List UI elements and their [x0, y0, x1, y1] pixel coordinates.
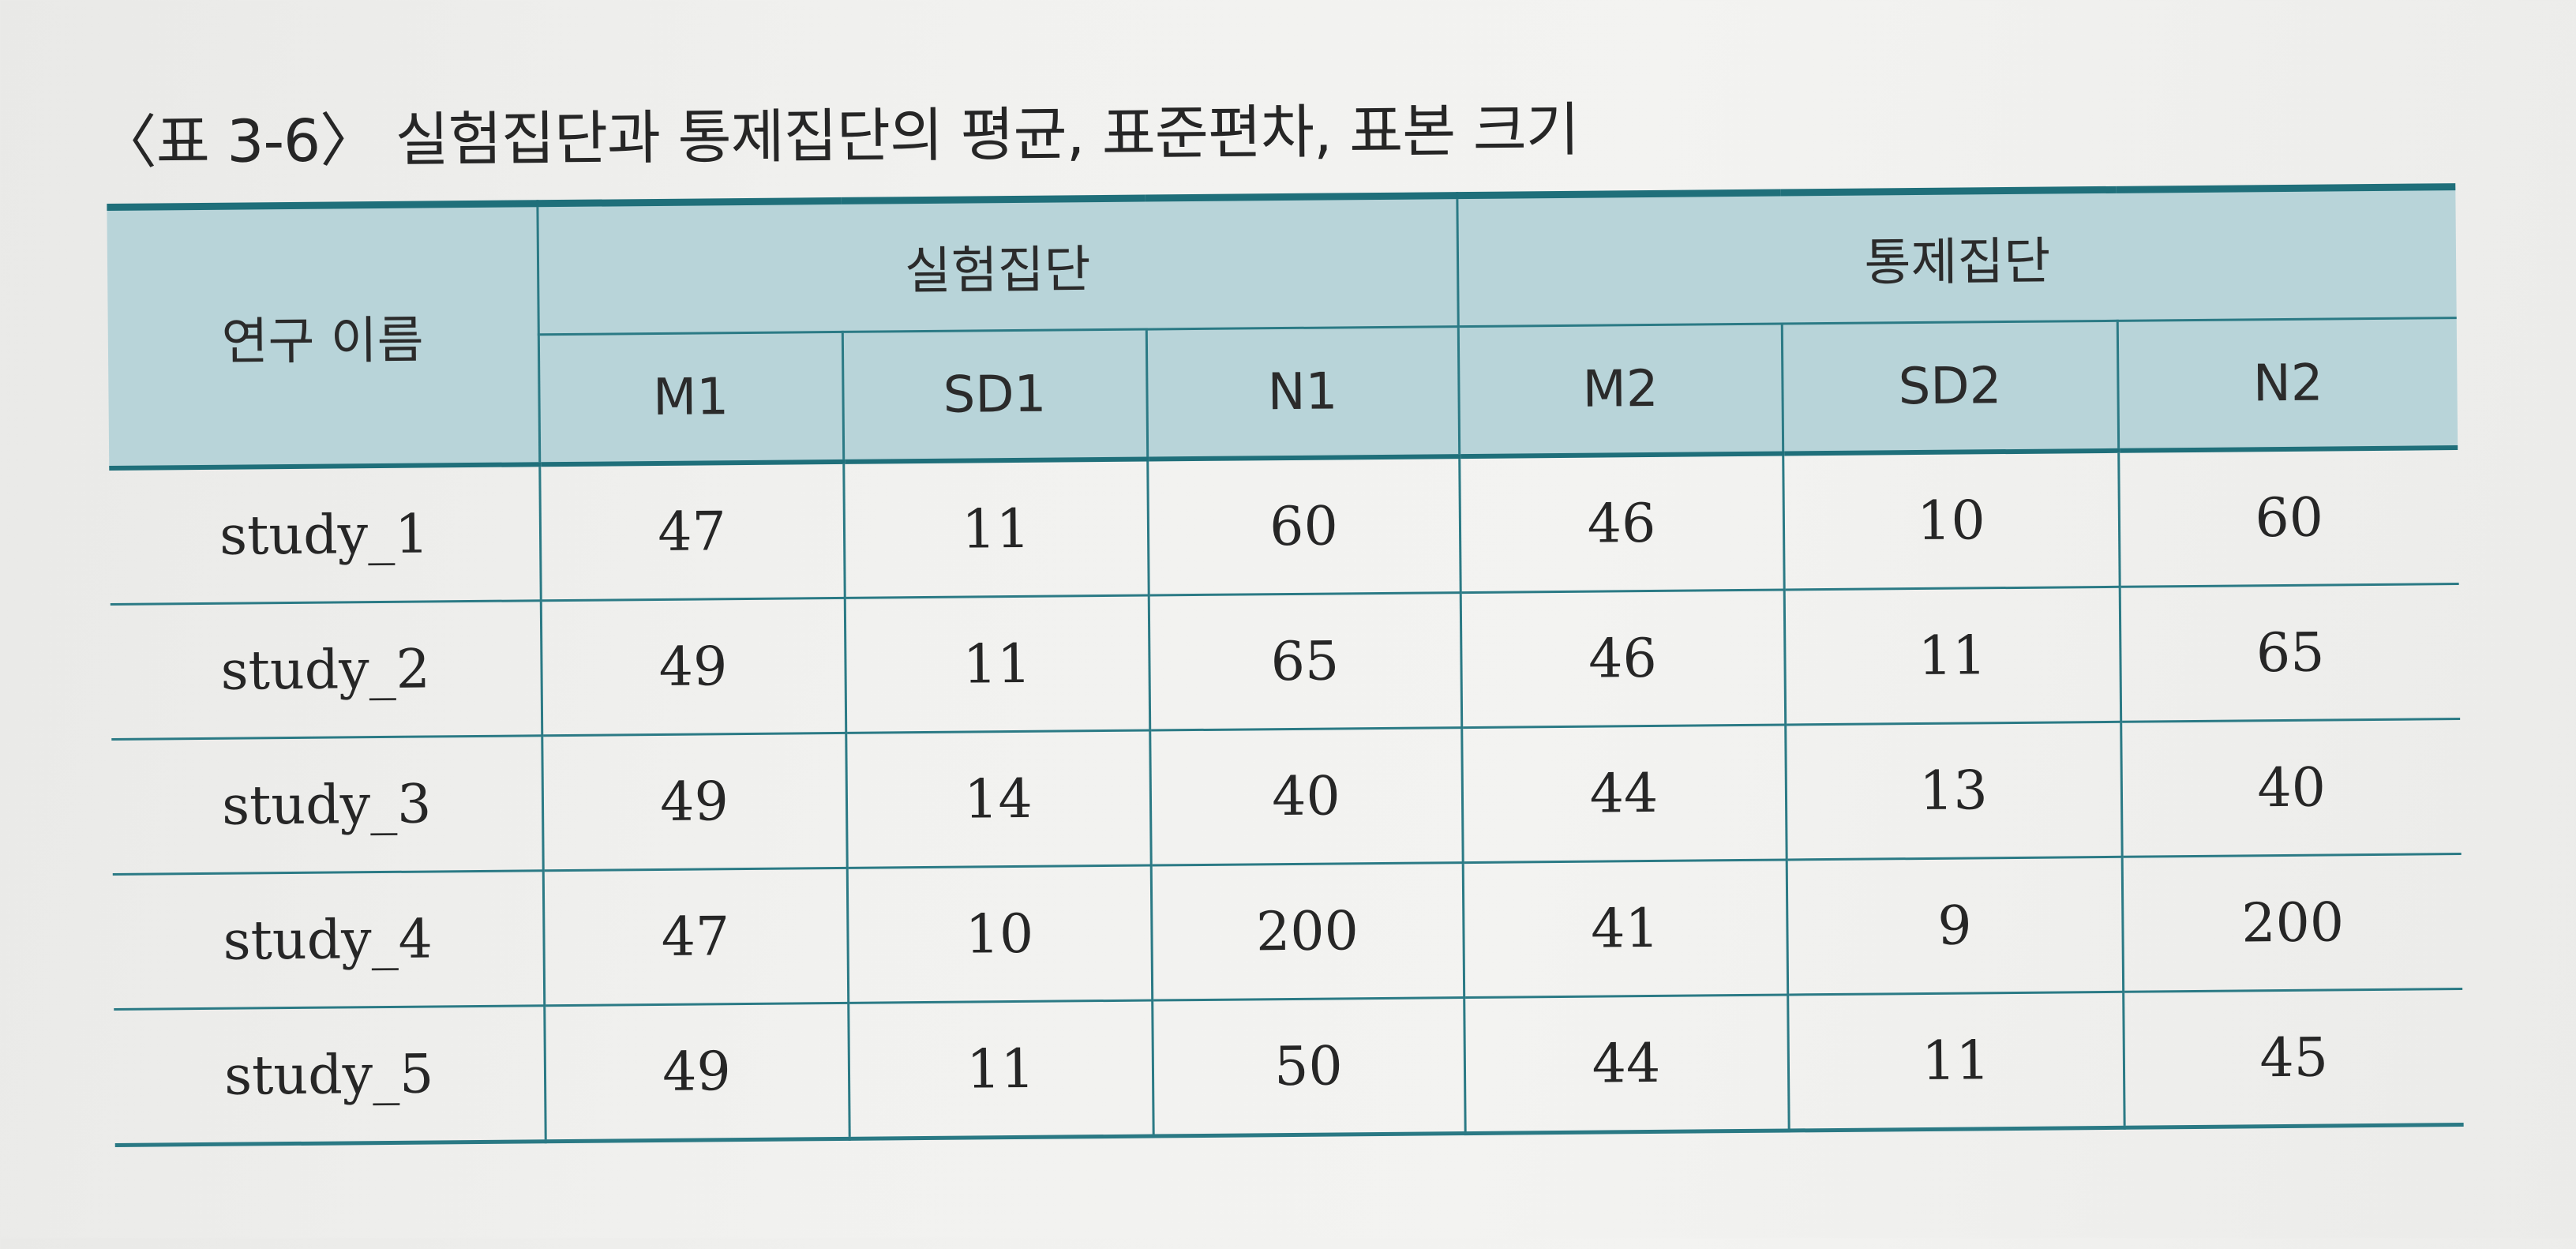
sd1-cell: 11: [844, 595, 1150, 733]
m2-cell: 44: [1464, 994, 1789, 1134]
study-statistics-table: 연구 이름 실험집단 통제집단 M1 SD1 N1 M2 SD2 N2 stud…: [107, 183, 2464, 1147]
sd1-cell: 10: [846, 865, 1153, 1003]
n1-cell: 200: [1150, 862, 1464, 1001]
m1-cell: 49: [540, 598, 846, 736]
column-header-n1: N1: [1146, 326, 1460, 459]
table-row: study_3 49 14 40 44 13 40: [111, 718, 2462, 875]
column-header-m2: M2: [1457, 324, 1783, 457]
sd2-cell: 13: [1785, 722, 2122, 861]
n1-cell: 65: [1148, 592, 1462, 731]
column-header-sd2: SD2: [1781, 321, 2119, 454]
n2-cell: 60: [2118, 448, 2459, 587]
study-name-cell: study_3: [111, 735, 543, 875]
group-header-control: 통제집단: [1457, 186, 2457, 327]
m1-cell: 49: [544, 1003, 849, 1142]
m1-cell: 47: [542, 868, 849, 1006]
m2-cell: 44: [1461, 725, 1787, 863]
column-header-sd1: SD1: [842, 329, 1148, 462]
sd2-cell: 11: [1787, 992, 2124, 1131]
n1-cell: 50: [1152, 997, 1465, 1137]
sd1-cell: 14: [846, 730, 1151, 868]
table-row: study_1 47 11 60 46 10 60: [109, 448, 2459, 605]
study-name-cell: study_2: [110, 600, 542, 740]
m1-cell: 49: [542, 733, 847, 871]
sd2-cell: 10: [1783, 450, 2120, 591]
n2-cell: 45: [2123, 988, 2464, 1128]
table-row: study_5 49 11 50 44 11 45: [114, 988, 2464, 1146]
sd2-cell: 11: [1783, 587, 2121, 726]
table-caption: 〈표 3-6〉 실험집단과 통제집단의 평균, 표준편차, 표본 크기: [98, 96, 1580, 178]
header-row-groups: 연구 이름 실험집단 통제집단: [107, 186, 2457, 469]
sd1-cell: 11: [843, 459, 1149, 598]
n2-cell: 200: [2121, 853, 2463, 992]
n1-cell: 40: [1149, 727, 1463, 866]
row-header-study-name: 연구 이름: [107, 203, 540, 469]
study-name-cell: study_1: [109, 464, 541, 605]
column-header-m1: M1: [538, 332, 844, 465]
sd1-cell: 11: [848, 1000, 1153, 1139]
n2-cell: 40: [2120, 718, 2462, 857]
study-name-cell: study_4: [112, 870, 545, 1010]
study-name-cell: study_5: [114, 1005, 546, 1146]
table-row: study_2 49 11 65 46 11 65: [110, 583, 2461, 740]
m1-cell: 47: [539, 461, 845, 601]
n1-cell: 60: [1147, 456, 1460, 596]
column-header-n2: N2: [2117, 317, 2458, 451]
sd2-cell: 9: [1786, 857, 2124, 995]
m2-cell: 46: [1460, 590, 1786, 728]
table-row: study_4 47 10 200 41 9 200: [112, 853, 2463, 1010]
m2-cell: 46: [1459, 453, 1784, 593]
n2-cell: 65: [2119, 583, 2461, 722]
m2-cell: 41: [1462, 860, 1788, 998]
group-header-experimental: 실험집단: [537, 195, 1458, 335]
